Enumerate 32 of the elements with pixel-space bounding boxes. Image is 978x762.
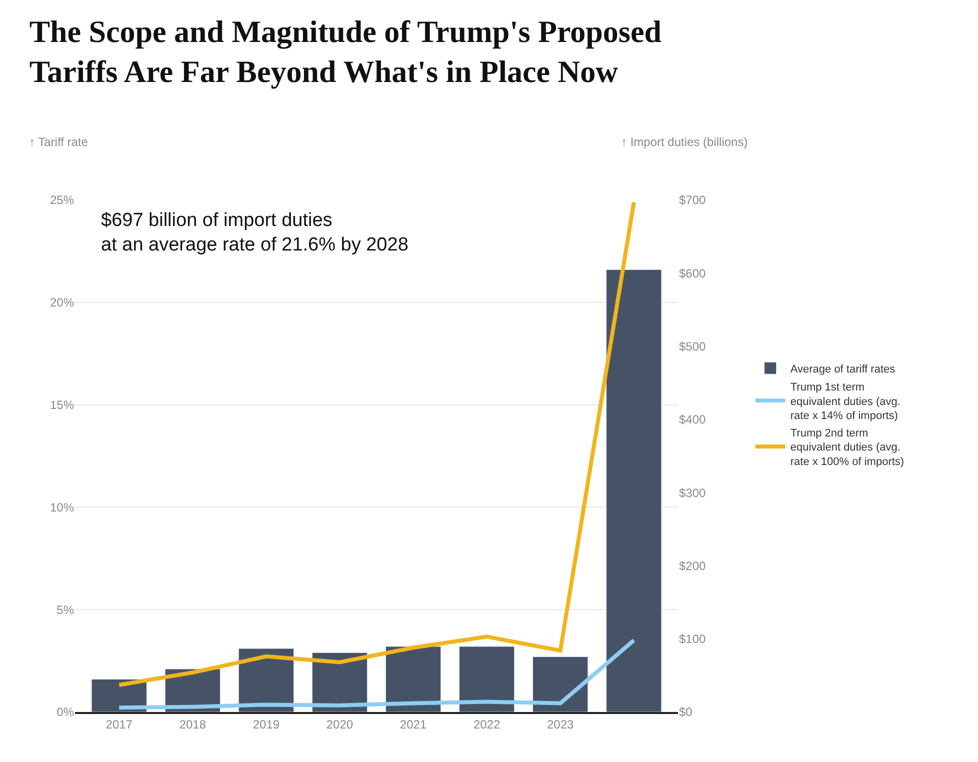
legend-label: Trump 2nd term equivalent duties (avg. rate x 100% of imports)	[790, 427, 904, 468]
x-tick-label: 2017	[106, 717, 133, 732]
y2-tick-label: $500	[679, 339, 706, 354]
x-tick-label: 2021	[400, 717, 427, 732]
y2-tick-label: $300	[679, 486, 706, 500]
y-tick-label: 20%	[50, 296, 74, 310]
y2-tick-label: $600	[679, 266, 706, 280]
y-tick-label: 10%	[50, 500, 74, 514]
y-axis-title: ↑ Tariff rate	[29, 135, 88, 149]
y2-tick-label: $400	[679, 412, 706, 427]
bar	[458, 646, 515, 712]
y-tick-label: 0%	[56, 705, 74, 720]
x-tick-label: 2023	[546, 717, 574, 732]
x-tick-label: 2020	[326, 717, 354, 732]
legend-label: Average of tariff rates	[790, 363, 896, 376]
bar	[532, 656, 588, 712]
bar	[606, 269, 662, 712]
y2-tick-label: $100	[679, 632, 706, 646]
y2-tick-label: $0	[679, 705, 693, 720]
y-tick-label: 15%	[50, 398, 74, 412]
y-tick-label: 5%	[56, 602, 74, 617]
x-tick-label: 2022	[473, 717, 500, 732]
x-tick-label: 2018	[179, 717, 206, 732]
y-tick-label: 25%	[50, 193, 74, 208]
x-tick-label: 2019	[252, 717, 280, 732]
chart-title: The Scope and Magnitude of Trump's Proposed Tariffs Are Far Beyond What's in Place Now	[29, 14, 662, 90]
annotation: $697 billion of import duties at an average rate of 21.6% by 2028	[101, 210, 408, 256]
y2-tick-label: $200	[679, 558, 706, 573]
line-series	[117, 638, 636, 710]
y2-tick-label: $700	[679, 193, 706, 208]
legend-label: Trump 1st term equivalent duties (avg. rate x 14% of imports)	[790, 382, 900, 422]
y2-axis-title: ↑ Import duties (billions)	[621, 135, 748, 149]
